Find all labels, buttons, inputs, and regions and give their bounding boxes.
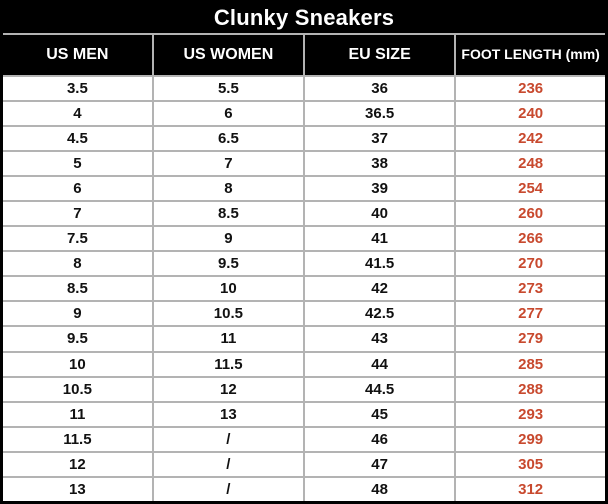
table-cell: 4: [0, 100, 154, 128]
table-cell: 41.5: [302, 250, 457, 278]
table-cell: 48: [302, 475, 457, 504]
table-cell: 6.5: [151, 125, 306, 153]
table-cell: 288: [454, 375, 608, 403]
table-head: Clunky Sneakers US MEN US WOMEN EU SIZE …: [0, 0, 608, 77]
table-row: 3.5 5.5 36 236: [0, 74, 608, 103]
table-row: 10 11.5 44 285: [0, 350, 608, 378]
table-cell: 10.5: [0, 375, 154, 403]
table-cell: 43: [302, 325, 457, 353]
table-cell: 260: [454, 200, 608, 228]
table-cell: /: [151, 425, 306, 453]
column-header-us-women: US WOMEN: [151, 33, 306, 77]
table-cell: 277: [454, 300, 608, 328]
table-row: 4 6 36.5 240: [0, 100, 608, 128]
table-cell: 36.5: [302, 100, 457, 128]
table-cell: 266: [454, 225, 608, 253]
table-cell: 13: [151, 400, 306, 428]
table-cell: 11.5: [0, 425, 154, 453]
table-cell: 9.5: [0, 325, 154, 353]
table-cell: 8.5: [0, 275, 154, 303]
table-row: 13/48 312: [0, 475, 608, 504]
table-cell: 42: [302, 275, 457, 303]
table-cell: 305: [454, 450, 608, 478]
table-cell: 12: [151, 375, 306, 403]
table-cell: 8: [0, 250, 154, 278]
table-cell: 9: [151, 225, 306, 253]
table-cell: 236: [454, 74, 608, 103]
table-title-row: Clunky Sneakers: [0, 0, 608, 35]
table-cell: 299: [454, 425, 608, 453]
table-cell: 6: [151, 100, 306, 128]
table-cell: 11: [151, 325, 306, 353]
table-header-row: US MEN US WOMEN EU SIZE FOOT LENGTH (mm): [0, 33, 608, 77]
table-row: 7 8.5 40 260: [0, 200, 608, 228]
table-cell: 7.5: [0, 225, 154, 253]
table-cell: 38: [302, 150, 457, 178]
table-cell: 5: [0, 150, 154, 178]
table-cell: 285: [454, 350, 608, 378]
table-cell: 47: [302, 450, 457, 478]
table-cell: 7: [0, 200, 154, 228]
table-row: 8.5 10 42 273: [0, 275, 608, 303]
table-cell: /: [151, 450, 306, 478]
column-header-us-men: US MEN: [0, 33, 154, 77]
table-row: 11.5/46 299: [0, 425, 608, 453]
table-cell: 293: [454, 400, 608, 428]
table-cell: 8: [151, 175, 306, 203]
column-header-eu-size: EU SIZE: [302, 33, 457, 77]
table-cell: 37: [302, 125, 457, 153]
table-cell: 6: [0, 175, 154, 203]
table-cell: 13: [0, 475, 154, 504]
table-cell: 10.5: [151, 300, 306, 328]
table-row: 11 13 45 293: [0, 400, 608, 428]
table-row: 9 10.5 42.5 277: [0, 300, 608, 328]
table-cell: 42.5: [302, 300, 457, 328]
column-header-foot-length: FOOT LENGTH (mm): [454, 33, 608, 77]
table-cell: 8.5: [151, 200, 306, 228]
table-cell: 9.5: [151, 250, 306, 278]
table-cell: 273: [454, 275, 608, 303]
table-row: 6 8 39 254: [0, 175, 608, 203]
table-cell: 312: [454, 475, 608, 504]
table-row: 8 9.5 41.5 270: [0, 250, 608, 278]
table-title: Clunky Sneakers: [0, 0, 608, 35]
table-cell: 41: [302, 225, 457, 253]
table-cell: 46: [302, 425, 457, 453]
table-cell: 270: [454, 250, 608, 278]
table-cell: 36: [302, 74, 457, 103]
table-cell: 254: [454, 175, 608, 203]
table-cell: /: [151, 475, 306, 504]
table-row: 12/47 305: [0, 450, 608, 478]
table-cell: 39: [302, 175, 457, 203]
table-cell: 240: [454, 100, 608, 128]
table-cell: 9: [0, 300, 154, 328]
table-cell: 11.5: [151, 350, 306, 378]
table-cell: 242: [454, 125, 608, 153]
table-row: 9.5 11 43 279: [0, 325, 608, 353]
table-cell: 10: [0, 350, 154, 378]
table-cell: 5.5: [151, 74, 306, 103]
table-row: 10.5 12 44.5 288: [0, 375, 608, 403]
table-cell: 44.5: [302, 375, 457, 403]
table-row: 7.5 9 41 266: [0, 225, 608, 253]
table-cell: 3.5: [0, 74, 154, 103]
table-cell: 12: [0, 450, 154, 478]
table-row: 5 7 38 248: [0, 150, 608, 178]
table-cell: 279: [454, 325, 608, 353]
table-cell: 10: [151, 275, 306, 303]
table-cell: 11: [0, 400, 154, 428]
table-cell: 7: [151, 150, 306, 178]
table-body: 3.5 5.5 36 236 4 6 36.5 240 4.5 6.5 37 242 5 7 38 248 6 8…: [0, 74, 608, 504]
table-cell: 40: [302, 200, 457, 228]
table-cell: 44: [302, 350, 457, 378]
table-cell: 45: [302, 400, 457, 428]
table-cell: 248: [454, 150, 608, 178]
table-row: 4.5 6.5 37 242: [0, 125, 608, 153]
table-cell: 4.5: [0, 125, 154, 153]
